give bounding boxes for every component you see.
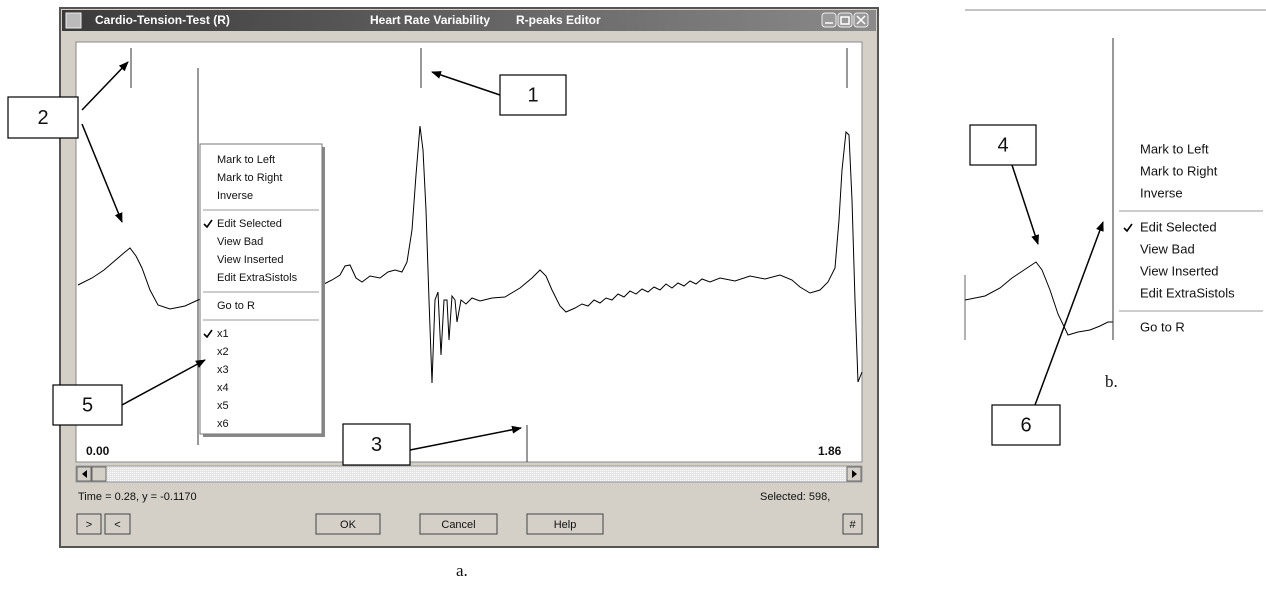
callout-arrow [1035, 222, 1103, 405]
menu-item[interactable]: View Bad [217, 236, 263, 248]
window-controls [822, 13, 868, 27]
menu-item[interactable]: x3 [217, 364, 229, 376]
menu-item[interactable]: View Bad [1140, 241, 1195, 256]
menu-item[interactable]: Edit ExtraSistols [217, 272, 298, 284]
time-end-label: 1.86 [818, 444, 842, 458]
callout-number: 3 [371, 434, 382, 456]
menu-item[interactable]: Mark to Right [217, 172, 282, 184]
time-status: Time = 0.28, y = -0.1170 [78, 491, 197, 503]
panel-b: Mark to Left Mark to Right Inverse Edit Sel… [965, 10, 1266, 345]
scrollbar [76, 466, 862, 482]
menu-item[interactable]: x4 [217, 382, 229, 394]
button-label[interactable]: # [849, 519, 856, 531]
menu-item[interactable]: x6 [217, 418, 229, 430]
button-label[interactable]: OK [340, 519, 357, 531]
figure: Cardio-Tension-Test (R) Heart Rate Varia… [0, 0, 1266, 601]
scroll-track[interactable] [76, 466, 862, 482]
callout-number: 6 [1020, 414, 1031, 436]
button-label[interactable]: < [114, 519, 120, 531]
callout-number: 4 [997, 134, 1008, 156]
menu-item[interactable]: Edit ExtraSistols [1140, 285, 1235, 300]
window-subtitle: Heart Rate Variability [370, 13, 490, 27]
window-title: Cardio-Tension-Test (R) [95, 13, 230, 27]
callout-arrow [1012, 165, 1038, 244]
plot-area [76, 42, 862, 462]
app-icon [66, 13, 81, 28]
button-label[interactable]: Cancel [441, 519, 475, 531]
menu-item[interactable]: Edit Selected [1140, 219, 1217, 234]
window-editor: R-peaks Editor [516, 13, 601, 27]
scroll-thumb[interactable] [92, 467, 106, 481]
caption: b. [1105, 372, 1118, 391]
menu-item[interactable]: View Inserted [217, 254, 283, 266]
menu-item[interactable]: Mark to Left [1140, 141, 1209, 156]
menu-item[interactable]: Inverse [217, 190, 253, 202]
button-label[interactable]: > [86, 519, 92, 531]
maximize-button[interactable] [838, 13, 852, 27]
menu-item[interactable]: Inverse [1140, 185, 1183, 200]
ecg-trace [965, 262, 1113, 335]
caption: a. [456, 561, 468, 580]
menu-item[interactable]: View Inserted [1140, 263, 1219, 278]
menu-item[interactable]: Mark to Right [1140, 163, 1218, 178]
menu-item[interactable]: Go to R [1140, 319, 1185, 334]
time-start-label: 0.00 [86, 444, 110, 458]
menu-item[interactable]: Go to R [217, 300, 255, 312]
menu-item[interactable]: x2 [217, 346, 229, 358]
button-label[interactable]: Help [554, 519, 577, 531]
callout-number: 5 [82, 394, 93, 416]
callout-number: 2 [37, 107, 48, 129]
selected-status: Selected: 598, [760, 491, 830, 503]
callout-number: 1 [527, 84, 538, 106]
menu-item[interactable]: x1 [217, 328, 229, 340]
minimize-button[interactable] [822, 13, 836, 27]
menu-item[interactable]: Edit Selected [217, 218, 282, 230]
page: {"window": {"title": "Cardio-Tension-Tes… [0, 0, 1266, 601]
context-menu [1116, 125, 1266, 345]
menu-item[interactable]: x5 [217, 400, 229, 412]
menu-item[interactable]: Mark to Left [217, 154, 275, 166]
